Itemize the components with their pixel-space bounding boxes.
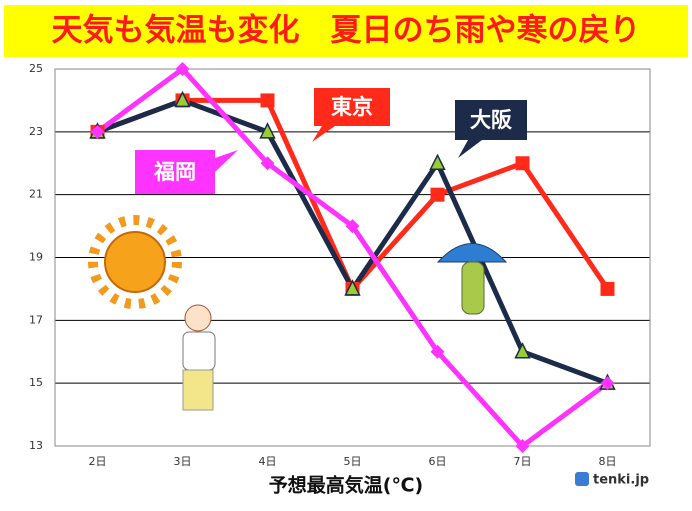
- callout-tail: [215, 150, 238, 172]
- data-point: [260, 93, 275, 108]
- x-tick-label: 4日: [259, 455, 277, 468]
- y-tick-label: 21: [29, 188, 43, 201]
- series-callout: 大阪: [455, 100, 527, 158]
- data-point: [514, 342, 531, 359]
- data-point: [430, 344, 445, 359]
- person-illustration: [182, 304, 216, 411]
- callout-tail: [458, 140, 482, 158]
- rain-illustration: [436, 243, 508, 315]
- legend-label: 福岡: [153, 160, 196, 184]
- callout-box: [314, 88, 390, 126]
- series-layer: [89, 62, 616, 453]
- data-point: [174, 90, 191, 108]
- data-point: [90, 124, 105, 139]
- title-banner: [4, 5, 688, 57]
- y-tick-label: 23: [29, 125, 43, 138]
- y-tick-label: 25: [29, 62, 43, 75]
- source-logo: tenki.jp: [575, 472, 649, 488]
- data-point: [515, 156, 530, 171]
- x-axis-label: 予想最高気温(℃): [269, 474, 423, 497]
- data-point: [430, 187, 445, 202]
- data-point: [344, 279, 361, 296]
- data-point: [600, 376, 615, 391]
- x-tick-label: 2日: [89, 455, 107, 468]
- data-point: [429, 153, 446, 170]
- logo-icon: [575, 472, 589, 486]
- callout-box: [455, 100, 527, 140]
- callout-box: [135, 150, 215, 194]
- y-tick-label: 15: [29, 376, 43, 389]
- sun-illustration: [88, 215, 182, 309]
- x-tick-label: 6日: [429, 455, 447, 468]
- x-tick-label: 5日: [344, 455, 362, 468]
- x-tick-label: 7日: [514, 455, 532, 468]
- series-callout: 福岡: [135, 150, 238, 194]
- source: tenki.jp: [593, 473, 649, 488]
- y-tick-label: 19: [29, 251, 43, 264]
- x-tick-label: 8日: [599, 455, 617, 468]
- y-tick-label: 13: [29, 439, 43, 452]
- data-point: [600, 281, 615, 296]
- y-tick-label: 17: [29, 313, 43, 326]
- callout-tail: [312, 126, 335, 142]
- legend-label: 東京: [331, 95, 373, 119]
- data-point: [259, 122, 276, 139]
- series-callout: 東京: [312, 88, 390, 142]
- data-point: [515, 439, 530, 453]
- x-tick-label: 3日: [174, 455, 192, 468]
- legend-label: 大阪: [470, 108, 513, 132]
- chart-title: 天気も気温も変化 夏日のち雨や寒の戻り: [52, 13, 641, 49]
- data-point: [175, 62, 190, 76]
- data-point: [345, 219, 360, 234]
- plot-border: [54, 68, 651, 447]
- data-point: [260, 156, 275, 171]
